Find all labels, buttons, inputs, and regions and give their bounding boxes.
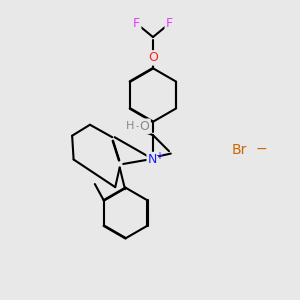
Text: −: − [256, 142, 267, 155]
Text: F: F [133, 17, 140, 30]
Text: F: F [166, 17, 173, 30]
Text: N: N [148, 153, 157, 166]
Text: O: O [140, 120, 150, 133]
Text: Br: Br [232, 143, 247, 157]
Text: +: + [155, 151, 163, 161]
Text: O: O [148, 51, 158, 64]
Text: -: - [136, 120, 140, 133]
Text: H: H [126, 121, 134, 131]
